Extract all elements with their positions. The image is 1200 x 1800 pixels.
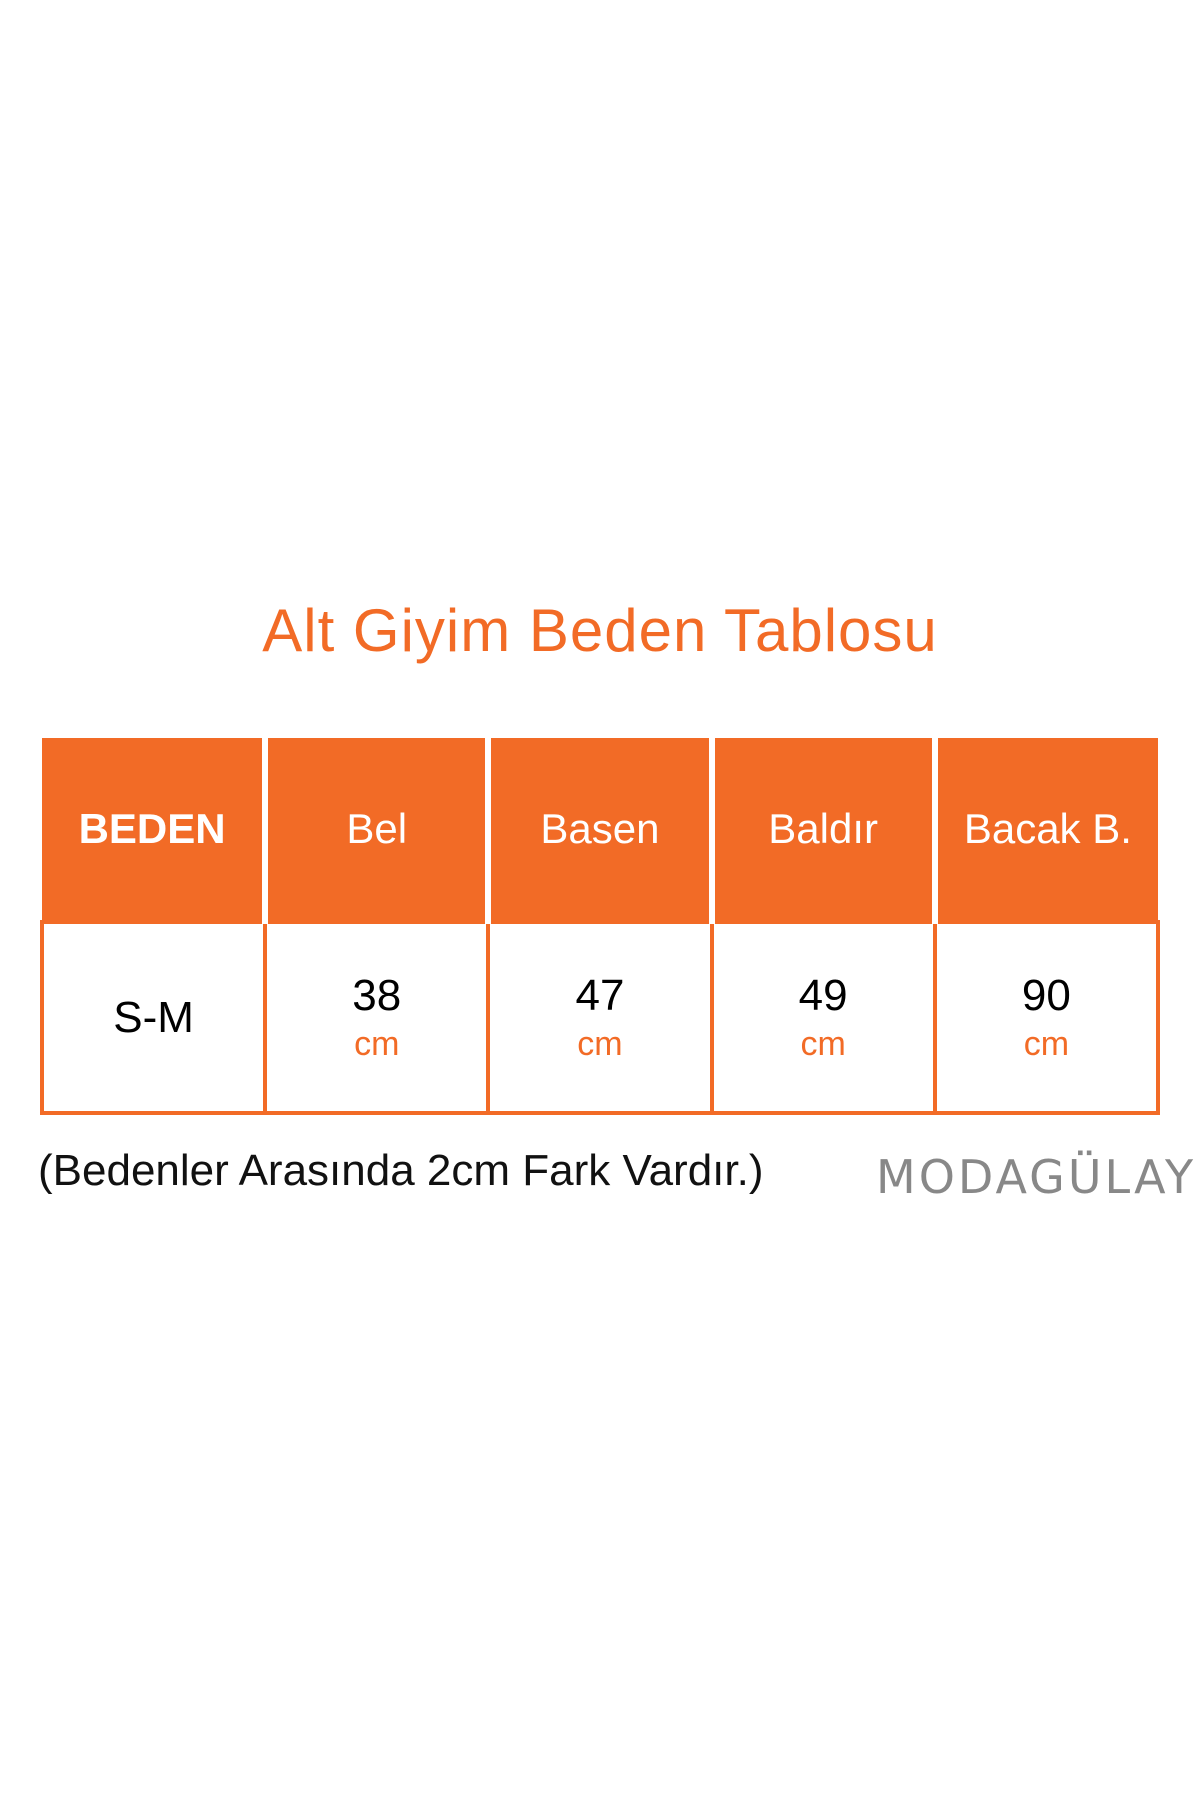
size-note: (Bedenler Arasında 2cm Fark Vardır.): [38, 1146, 764, 1195]
value: 38: [352, 971, 402, 1020]
header-baldir: Baldır: [711, 738, 938, 922]
table-row: S-M 38 cm 47 cm 49 cm 90 cm: [39, 920, 1161, 1115]
value-cell: 90 cm: [932, 920, 1161, 1115]
unit: cm: [800, 1025, 846, 1063]
header-basen: Basen: [488, 738, 715, 922]
size-table: BEDEN Bel Basen Baldır Bacak B. S-M 38 cm…: [39, 738, 1161, 1115]
value: 90: [1021, 971, 1071, 1020]
brand-logo: MODAGÜLAY: [876, 1150, 1197, 1204]
header-bel: Bel: [265, 738, 492, 922]
value-cell: 49 cm: [709, 920, 937, 1115]
unit: cm: [354, 1025, 400, 1063]
value: 47: [575, 971, 625, 1020]
unit: cm: [577, 1025, 623, 1063]
header-bacak: Bacak B.: [934, 738, 1158, 922]
value-cell: 47 cm: [486, 920, 714, 1115]
header-row: BEDEN Bel Basen Baldır Bacak B.: [42, 738, 1158, 922]
value-cell: 38 cm: [263, 920, 491, 1115]
value: 49: [798, 971, 848, 1020]
header-beden: BEDEN: [42, 738, 269, 922]
size-cell: S-M: [39, 920, 268, 1115]
unit: cm: [1023, 1025, 1070, 1063]
page-title: Alt Giyim Beden Tablosu: [262, 597, 938, 664]
